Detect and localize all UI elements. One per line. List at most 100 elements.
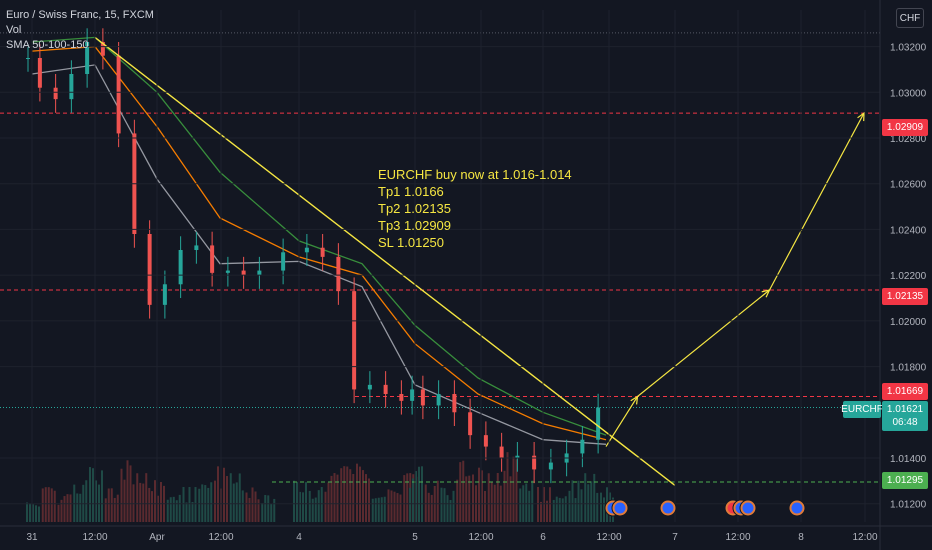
x-tick-label: 12:00 (596, 532, 621, 543)
volume-bar (383, 496, 386, 522)
volume-bar (336, 474, 339, 522)
candle-body (53, 87, 58, 100)
candle-body (26, 58, 30, 59)
volume-bar (235, 482, 238, 522)
volume-bar (293, 480, 295, 522)
volume-bar (264, 495, 267, 522)
volume-bar (546, 500, 548, 522)
volume-bar (543, 487, 545, 522)
volume-bar (340, 468, 343, 522)
candle-body (320, 247, 325, 257)
volume-bar (223, 467, 225, 522)
volume-bar (198, 488, 201, 522)
volume-bar (104, 498, 107, 522)
candle-body (580, 439, 585, 454)
volume-bar (584, 473, 587, 522)
volume-bar (317, 490, 320, 522)
event-icons[interactable] (604, 499, 806, 517)
volume-bar (459, 462, 462, 522)
y-tick-label: 1.03200 (890, 43, 927, 54)
currency-button[interactable]: CHF (896, 8, 924, 28)
symbol-title[interactable]: Euro / Swiss Franc, 15, FXCM (6, 9, 154, 21)
annotation-line-tp1: Tp1 1.0166 (378, 184, 444, 199)
candle-body (548, 462, 553, 470)
volume-bar (188, 487, 191, 522)
volume-bar (506, 452, 509, 522)
volume-bar (142, 483, 145, 522)
candle-body (399, 394, 404, 401)
volume-bar (241, 490, 244, 522)
volume-bar (254, 491, 257, 522)
x-tick-label: 12:00 (82, 532, 107, 543)
volume-bar (590, 481, 593, 522)
economic-event-icon[interactable] (659, 499, 677, 517)
candle-body (85, 42, 90, 74)
volume-bars (26, 452, 614, 522)
volume-indicator-label[interactable]: Vol (6, 24, 22, 36)
candle-body (304, 247, 309, 253)
candle-body (162, 284, 167, 305)
volume-bar (496, 473, 499, 522)
candle-body (367, 384, 372, 390)
volume-bar (561, 498, 564, 522)
volume-bar (273, 498, 276, 522)
volume-bar (515, 459, 518, 522)
candle-body (147, 234, 152, 305)
x-tick-label: 12:00 (468, 532, 493, 543)
annotation-line-tp2: Tp2 1.02135 (378, 201, 452, 216)
volume-bar (311, 498, 314, 522)
candle-body (336, 256, 341, 292)
volume-bar (443, 488, 446, 522)
volume-bar (374, 498, 377, 522)
volume-bar (346, 466, 349, 522)
tp3-price-tag: 1.02909 (882, 119, 928, 136)
volume-bar (409, 487, 411, 522)
volume-bar (229, 473, 232, 522)
volume-bar (182, 487, 185, 522)
volume-bar (123, 479, 126, 522)
volume-bar (210, 482, 213, 522)
volume-bar (172, 496, 175, 522)
volume-bar (139, 482, 142, 522)
volume-bar (468, 475, 471, 522)
volume-bar (436, 480, 439, 522)
volume-bar (308, 490, 311, 522)
economic-event-icon[interactable] (611, 499, 629, 517)
volume-bar (66, 494, 69, 522)
candle-body (100, 42, 105, 56)
volume-bar (449, 499, 452, 522)
volume-bar (531, 480, 534, 522)
event-icon-core (662, 502, 674, 514)
volume-bar (38, 506, 40, 522)
candle-body (499, 446, 504, 458)
volume-bar (568, 490, 571, 522)
volume-bar (525, 483, 528, 522)
x-tick-label: 8 (798, 532, 804, 543)
tp2-price-tag: 1.02135 (882, 288, 928, 305)
volume-bar (145, 473, 148, 522)
chart-legend: Euro / Swiss Franc, 15, FXCM Vol SMA 50-… (6, 8, 154, 53)
volume-bar (600, 492, 602, 522)
volume-bar (89, 467, 91, 522)
volume-bar (132, 484, 135, 522)
volume-bar (368, 478, 370, 522)
volume-bar (362, 470, 364, 522)
volume-bar (169, 497, 172, 522)
volume-bar (191, 502, 194, 522)
volume-bar (490, 482, 493, 522)
annotation-line-tp3: Tp3 1.02909 (378, 218, 452, 233)
volume-bar (299, 491, 301, 522)
volume-bar (349, 469, 352, 522)
economic-event-icon[interactable] (739, 499, 757, 517)
volume-bar (305, 482, 307, 522)
tp1-price-tag: 1.01669 (882, 383, 928, 400)
economic-event-icon[interactable] (788, 499, 806, 517)
x-tick-label: Apr (149, 532, 165, 543)
sma-indicator-label[interactable]: SMA 50-100-150 (6, 39, 89, 51)
volume-bar (257, 499, 260, 522)
volume-bar (207, 487, 210, 522)
volume-bar (214, 480, 216, 522)
volume-bar (44, 487, 47, 522)
x-tick-label: 6 (540, 532, 546, 543)
